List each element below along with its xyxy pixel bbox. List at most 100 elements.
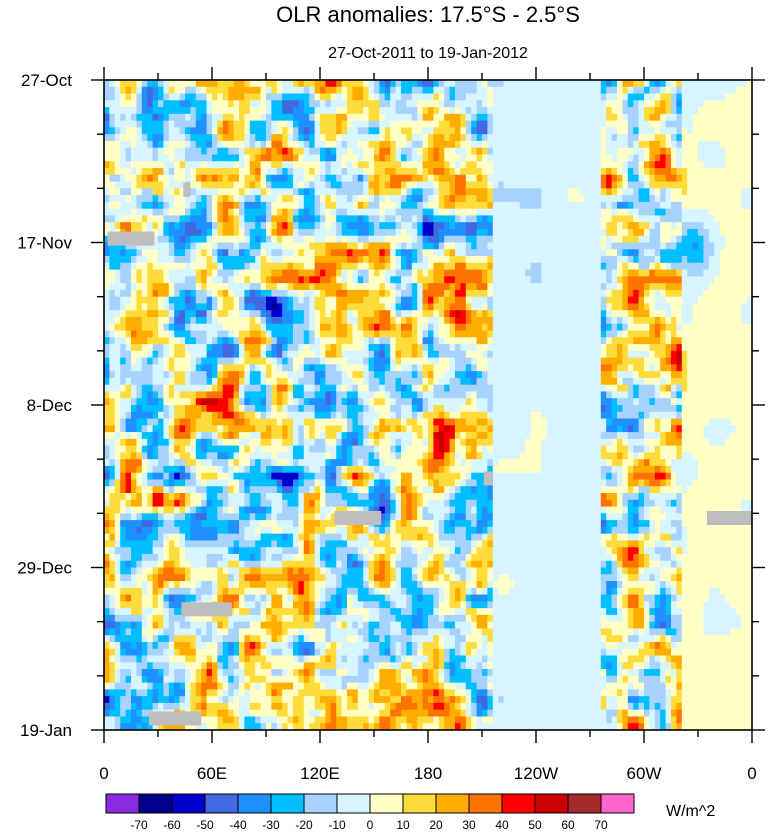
heatmap-cell [168, 323, 175, 332]
heatmap-cell [379, 195, 386, 203]
heatmap-cell [260, 256, 267, 264]
heatmap-cell [298, 323, 305, 332]
heatmap-cell [573, 323, 580, 332]
heatmap-cell [325, 201, 332, 210]
heatmap-cell [255, 350, 262, 359]
heatmap-cell [714, 107, 721, 115]
heatmap-cell [104, 242, 110, 250]
heatmap-cell [352, 154, 359, 162]
heatmap-cell [676, 249, 683, 257]
heatmap-cell [687, 140, 694, 149]
heatmap-cell [293, 80, 299, 88]
heatmap-cell [168, 181, 175, 189]
heatmap-cell [298, 201, 305, 210]
heatmap-cell [649, 100, 656, 108]
heatmap-cell [136, 80, 143, 88]
heatmap-cell [158, 174, 164, 183]
heatmap-cell [222, 296, 229, 305]
heatmap-cell [730, 201, 737, 210]
heatmap-cell [255, 249, 262, 257]
heatmap-cell [579, 316, 586, 325]
heatmap-cell [590, 242, 596, 250]
heatmap-cell [276, 296, 283, 305]
heatmap-cell [444, 337, 451, 345]
heatmap-cell [627, 269, 634, 277]
heatmap-cell [217, 228, 224, 237]
heatmap-cell [617, 188, 623, 196]
heatmap-cell [179, 154, 186, 162]
heatmap-cell [438, 310, 445, 318]
heatmap-cell [455, 276, 461, 284]
heatmap-cell [546, 195, 553, 203]
heatmap-cell [168, 249, 175, 257]
heatmap-cell [600, 344, 607, 352]
heatmap-cell [282, 357, 289, 365]
heatmap-cell [611, 134, 618, 142]
heatmap-cell [730, 181, 737, 189]
heatmap-cell [563, 208, 569, 217]
heatmap-cell [368, 100, 375, 108]
heatmap-cell [390, 201, 397, 210]
heatmap-cell [298, 127, 305, 135]
heatmap-cell [681, 344, 688, 352]
heatmap-cell [125, 93, 132, 101]
heatmap-cell [357, 262, 364, 271]
heatmap-cell [195, 316, 202, 325]
heatmap-cell [233, 276, 240, 284]
heatmap-cell [498, 188, 505, 196]
heatmap-cell [698, 303, 704, 311]
heatmap-cell [239, 344, 245, 352]
heatmap-cell [406, 107, 413, 115]
heatmap-cell [622, 323, 629, 332]
heatmap-cell [665, 181, 672, 189]
heatmap-cell [239, 107, 245, 115]
heatmap-cell [411, 208, 418, 217]
heatmap-cell [341, 174, 348, 183]
heatmap-cell [573, 113, 580, 122]
heatmap-cell [125, 350, 132, 359]
heatmap-cell [622, 337, 629, 345]
heatmap-cell [719, 161, 726, 169]
heatmap-cell [168, 350, 175, 359]
heatmap-cell [212, 249, 218, 257]
heatmap-cell [120, 262, 127, 271]
heatmap-cell [174, 113, 181, 122]
heatmap-cell [617, 310, 623, 318]
heatmap-cell [671, 262, 677, 271]
heatmap-cell [136, 208, 143, 217]
heatmap-cell [287, 283, 294, 291]
heatmap-cell [152, 296, 159, 305]
heatmap-cell [746, 249, 752, 257]
heatmap-cell [384, 107, 391, 115]
heatmap-cell [363, 93, 370, 101]
heatmap-cell [687, 222, 694, 230]
heatmap-cell [514, 201, 521, 210]
heatmap-cell [109, 357, 116, 365]
heatmap-cell [617, 350, 623, 359]
heatmap-cell [676, 256, 683, 264]
heatmap-cell [363, 269, 370, 277]
heatmap-cell [525, 80, 532, 88]
heatmap-cell [428, 195, 434, 203]
heatmap-cell [460, 215, 467, 223]
heatmap-cell [411, 256, 418, 264]
heatmap-cell [120, 113, 127, 122]
heatmap-cell [363, 195, 370, 203]
heatmap-cell [206, 161, 213, 169]
heatmap-cell [622, 228, 629, 237]
heatmap-cell [730, 249, 737, 257]
heatmap-cell [114, 188, 121, 196]
heatmap-cell [595, 113, 602, 122]
heatmap-cell [244, 357, 251, 365]
heatmap-cell [141, 222, 148, 230]
heatmap-cell [692, 161, 699, 169]
heatmap-cell [606, 215, 613, 223]
heatmap-cell [460, 228, 467, 237]
heatmap-cell [363, 161, 370, 169]
heatmap-cell [244, 188, 251, 196]
heatmap-cell [568, 127, 575, 135]
heatmap-cell [487, 134, 494, 142]
heatmap-cell [449, 269, 456, 277]
heatmap-cell [422, 228, 429, 237]
